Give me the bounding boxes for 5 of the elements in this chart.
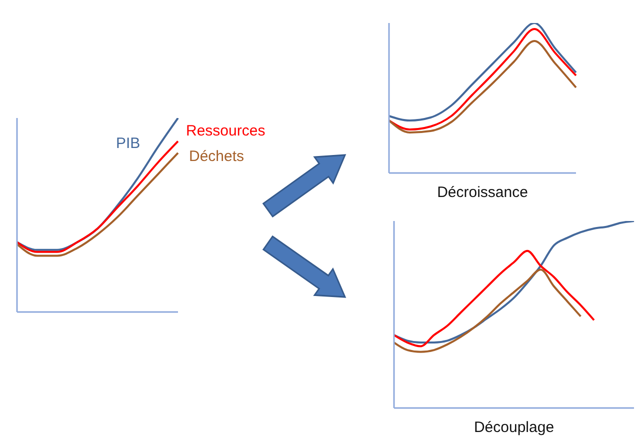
- series-label: PIB: [116, 135, 140, 152]
- series-label: Déchets: [189, 148, 244, 165]
- x-axis-title: Découplage: [474, 419, 554, 436]
- x-axis-title: Décroissance: [437, 184, 528, 201]
- series-label: Ressources: [186, 122, 266, 140]
